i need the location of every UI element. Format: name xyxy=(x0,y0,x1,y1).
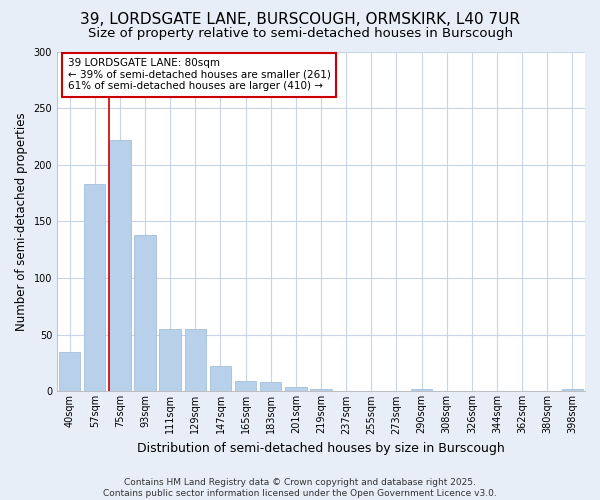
Bar xyxy=(160,329,181,392)
Bar xyxy=(411,389,432,392)
Bar xyxy=(109,140,131,392)
Y-axis label: Number of semi-detached properties: Number of semi-detached properties xyxy=(15,112,28,331)
Text: 39, LORDSGATE LANE, BURSCOUGH, ORMSKIRK, L40 7UR: 39, LORDSGATE LANE, BURSCOUGH, ORMSKIRK,… xyxy=(80,12,520,28)
Bar xyxy=(210,366,231,392)
Bar xyxy=(59,352,80,392)
Bar xyxy=(562,389,583,392)
Bar xyxy=(235,381,256,392)
Bar xyxy=(84,184,106,392)
Text: Contains HM Land Registry data © Crown copyright and database right 2025.
Contai: Contains HM Land Registry data © Crown c… xyxy=(103,478,497,498)
Text: Size of property relative to semi-detached houses in Burscough: Size of property relative to semi-detach… xyxy=(88,28,512,40)
Bar xyxy=(185,329,206,392)
Bar xyxy=(260,382,281,392)
X-axis label: Distribution of semi-detached houses by size in Burscough: Distribution of semi-detached houses by … xyxy=(137,442,505,455)
Text: 39 LORDSGATE LANE: 80sqm
← 39% of semi-detached houses are smaller (261)
61% of : 39 LORDSGATE LANE: 80sqm ← 39% of semi-d… xyxy=(68,58,331,92)
Bar xyxy=(285,387,307,392)
Bar xyxy=(310,389,332,392)
Bar xyxy=(134,235,156,392)
